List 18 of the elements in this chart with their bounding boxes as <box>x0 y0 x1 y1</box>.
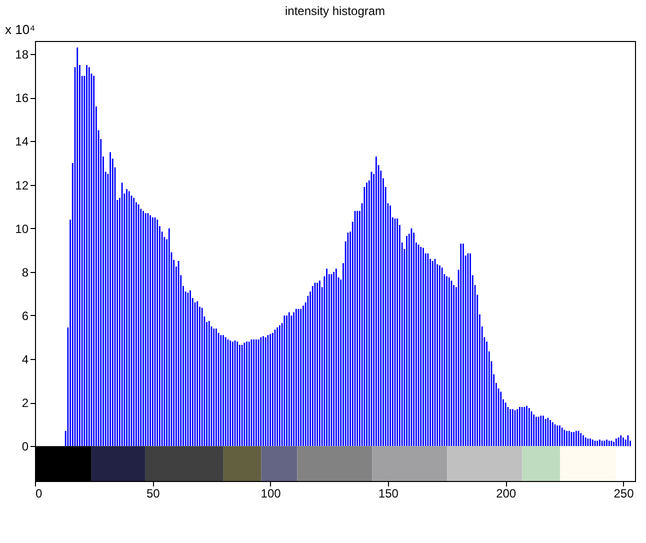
x-tick-label: 150 <box>378 486 399 500</box>
x-tick-label: 200 <box>496 486 516 500</box>
y-tick-label: 12 <box>15 178 29 192</box>
x-tick-label: 0 <box>36 486 42 500</box>
y-tick-label: 4 <box>22 352 29 367</box>
y-tick-label: 2 <box>22 396 29 410</box>
y-tick-label: 14 <box>15 134 29 149</box>
y-tick-label: 6 <box>22 308 29 323</box>
chart-title: intensity histogram <box>284 4 386 18</box>
x-tick-label: 250 <box>614 486 634 500</box>
x-tick-label: 50 <box>146 486 160 500</box>
y-tick-label: 10 <box>15 222 29 236</box>
y-tick-label: 8 <box>22 265 29 280</box>
y-tick-label: 16 <box>15 91 29 106</box>
y-tick-label: 0 <box>22 440 29 454</box>
x-tick-label: 100 <box>260 486 282 500</box>
text: x 10⁴ <box>5 22 36 37</box>
y-tick-label: 18 <box>15 48 29 62</box>
